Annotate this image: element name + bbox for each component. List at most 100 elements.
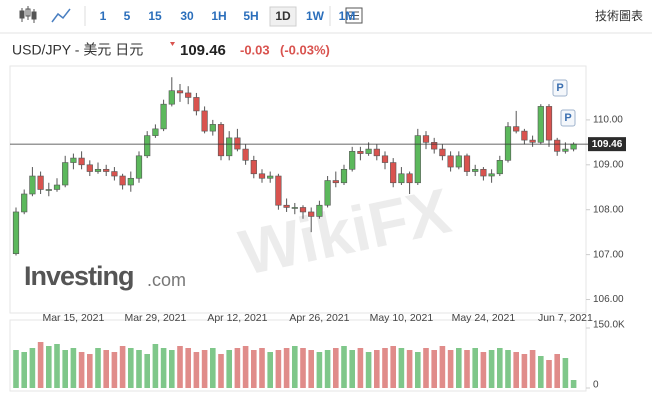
candle-body [332,180,339,184]
volume-frame [9,319,587,392]
volume-bar [234,348,241,388]
volume-bar [13,350,19,388]
candle-body [176,90,184,94]
volume-bar [546,360,552,388]
candle-body [201,110,208,132]
volume-bar [308,350,314,388]
volume-bar [259,348,265,388]
volume-bar [136,350,142,388]
candle-body [316,204,323,217]
volume-bar [95,348,101,388]
candle-body [529,139,536,143]
x-tick-label: Mar 15, 2021 [42,312,104,324]
candle-body [406,173,413,184]
candle-body [299,207,307,213]
volume-tick-label: 0 [593,380,599,391]
candle-icon[interactable] [19,6,37,23]
candle-body [349,151,356,170]
candle-body [521,130,528,141]
volume-bar [103,350,109,388]
candle-body [168,90,175,105]
volume-bar [488,350,495,388]
indicator-icon[interactable] [345,7,363,24]
volume-bar [46,346,52,388]
annotation-flag [552,79,568,97]
technical-chart-link[interactable]: 技術圖表 [595,9,643,23]
volume-bar [267,352,273,388]
interval-button[interactable]: 1W [306,9,325,23]
candle-body [390,162,397,184]
volume-bar [529,350,536,388]
volume-tick-label: 150.0K [593,320,625,331]
candle-body [398,173,405,184]
volume-bar [357,348,364,388]
candle-body [12,211,20,255]
volume-bar [505,350,511,388]
candle-body [152,128,159,136]
candle-body [340,168,348,184]
volume-bar [70,348,77,388]
volume-bar [37,342,44,388]
volume-bar [193,352,200,388]
candle-body [431,142,438,150]
interval-button[interactable]: 30 [180,9,194,23]
volume-bar [415,352,421,388]
annotation-label: P [556,82,563,94]
candle-body [504,126,512,161]
candle-body [365,148,372,154]
volume-bar [87,354,93,388]
candle-body [291,207,298,209]
candle-body [570,143,577,150]
annotation-label: P [564,112,571,124]
brand-logo: Investing [24,261,134,291]
candle-body [537,106,544,143]
volume-bar [423,348,429,388]
volume-bar [169,350,175,388]
candle-body [78,157,85,166]
candle-body [70,157,77,163]
brand-suffix: .com [147,270,186,290]
volume-bar [570,380,577,388]
interval-button[interactable]: 15 [148,9,162,23]
y-tick-label: 106.00 [593,294,624,305]
interval-button[interactable]: 5 [124,9,131,23]
candle-body [283,204,290,208]
volume-bar [177,346,183,388]
interval-button[interactable]: 1H [211,9,226,23]
current-price-box [588,137,626,152]
candle-body [160,103,167,130]
interval-button[interactable]: 1 [100,9,107,23]
candle-body [381,155,389,163]
candle-body [135,155,143,179]
volume-bar [185,348,191,388]
volume-bar [374,350,380,388]
interval-button[interactable]: 1M [339,9,356,23]
candle-body [242,148,249,161]
interval-button[interactable]: 5H [243,9,258,23]
candle-body [62,162,69,186]
volume-bar [513,352,519,388]
volume-bar [562,358,569,388]
volume-bar [275,350,282,388]
x-tick-label: May 10, 2021 [370,312,434,324]
line-icon[interactable] [51,8,71,23]
volume-bar [538,356,544,388]
candle-body [217,124,225,157]
volume-bar [54,344,60,388]
volume-bar [333,348,339,388]
y-tick-label: 107.00 [593,249,624,260]
candle-body [496,160,503,175]
candle-body [472,168,479,172]
annotation-flag [560,109,576,127]
candle-body [480,168,487,177]
volume-bar [398,348,405,388]
candle-body [357,151,364,154]
candle-body [513,126,520,132]
volume-bar [456,348,462,388]
interval-button[interactable]: 1D [275,9,291,23]
candle-body [185,92,192,98]
candle-body [119,175,126,186]
volume-bar [210,348,216,388]
candle-body [111,171,118,177]
